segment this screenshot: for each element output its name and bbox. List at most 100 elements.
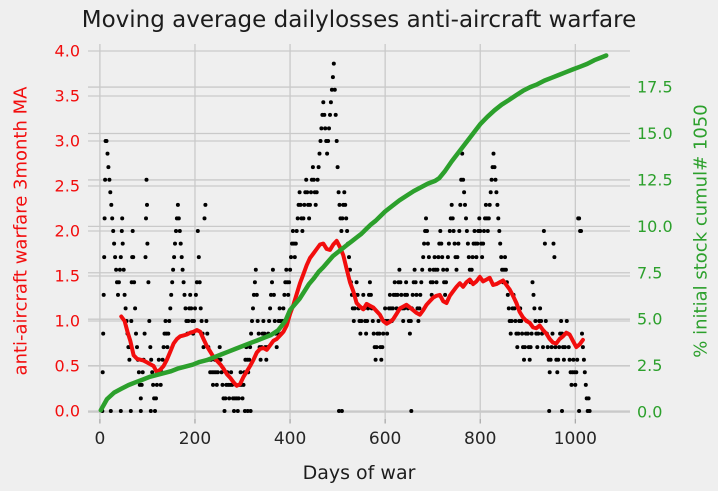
scatter-point xyxy=(370,319,375,323)
scatter-point xyxy=(571,357,576,362)
left-tick-label: 3.5 xyxy=(55,87,80,106)
scatter-point xyxy=(408,319,413,323)
scatter-point xyxy=(150,370,155,375)
scatter-point xyxy=(506,306,511,311)
scatter-point xyxy=(131,255,136,260)
scatter-point xyxy=(186,319,191,323)
scatter-point xyxy=(339,229,344,233)
scatter-point xyxy=(533,319,538,323)
left-tick-label: 3.0 xyxy=(55,132,80,151)
scatter-point xyxy=(151,382,156,387)
scatter-point xyxy=(203,202,208,207)
scatter-point xyxy=(352,306,357,311)
scatter-point xyxy=(443,292,448,297)
scatter-point xyxy=(163,319,168,323)
scatter-point xyxy=(138,396,143,401)
scatter-point xyxy=(337,202,342,207)
scatter-point xyxy=(466,255,471,260)
scatter-point xyxy=(488,190,493,195)
scatter-point xyxy=(577,216,582,221)
scatter-point xyxy=(451,229,456,233)
right-tick-label: 2.5 xyxy=(637,356,662,375)
scatter-point xyxy=(134,331,138,336)
scatter-point xyxy=(175,202,180,207)
scatter-point xyxy=(232,409,236,413)
scatter-point xyxy=(253,267,258,272)
scatter-point xyxy=(319,126,324,131)
scatter-point xyxy=(129,319,134,323)
scatter-point xyxy=(508,331,513,336)
scatter-point xyxy=(123,306,128,311)
scatter-point xyxy=(419,280,424,285)
scatter-point xyxy=(412,267,417,272)
scatter-point xyxy=(430,280,435,285)
scatter-point xyxy=(310,165,315,170)
moving-average-3month-path xyxy=(119,238,585,388)
scatter-point xyxy=(251,306,255,311)
scatter-point xyxy=(160,357,165,362)
scatter-point xyxy=(281,306,286,311)
scatter-point xyxy=(449,202,454,207)
scatter-point xyxy=(528,345,533,350)
scatter-point xyxy=(475,241,480,246)
scatter-point xyxy=(474,255,479,260)
scatter-point xyxy=(509,319,514,323)
left-axis-label: anti-aircraft warfare 3month MA xyxy=(10,86,32,376)
scatter-point xyxy=(390,306,395,311)
scatter-point xyxy=(249,331,254,336)
scatter-point xyxy=(149,357,154,362)
scatter-point xyxy=(107,177,112,182)
scatter-point xyxy=(450,216,455,221)
scatter-point xyxy=(248,409,253,413)
scatter-point xyxy=(567,357,572,362)
scatter-point xyxy=(169,292,174,297)
cumulative-percent-initial-stock-path xyxy=(98,53,609,413)
scatter-point xyxy=(201,345,206,350)
scatter-point xyxy=(268,306,273,311)
scatter-point xyxy=(339,409,344,413)
scatter-point xyxy=(438,229,443,233)
scatter-point xyxy=(503,255,507,260)
scatter-point xyxy=(573,382,578,387)
scatter-point xyxy=(503,267,508,272)
scatter-point xyxy=(395,292,400,297)
scatter-point xyxy=(261,319,266,323)
scatter-point xyxy=(145,241,150,246)
scatter-point xyxy=(101,292,106,297)
scatter-point xyxy=(327,126,331,131)
scatter-point xyxy=(577,409,582,413)
scatter-point xyxy=(282,292,287,297)
scatter-point xyxy=(497,229,502,233)
scatter-point xyxy=(380,345,385,350)
scatter-point xyxy=(133,306,138,311)
scatter-point xyxy=(219,370,224,375)
scatter-point xyxy=(223,396,228,401)
scatter-point xyxy=(531,292,536,297)
scatter-point xyxy=(272,319,277,323)
scatter-point xyxy=(477,216,482,221)
scatter-point xyxy=(574,370,579,375)
right-tick-label: 0.0 xyxy=(637,403,662,422)
scatter-point xyxy=(462,190,467,195)
scatter-point xyxy=(515,345,520,350)
scatter-point xyxy=(551,241,556,246)
scatter-point xyxy=(439,241,444,246)
scatter-point xyxy=(315,177,320,182)
scatter-point xyxy=(520,331,525,336)
scatter-point xyxy=(401,319,406,323)
scatter-point xyxy=(146,280,151,285)
scatter-point xyxy=(381,331,386,336)
scatter-point xyxy=(298,202,303,207)
scatter-point xyxy=(121,267,126,272)
scatter-point xyxy=(478,229,483,233)
scatter-point xyxy=(199,319,204,323)
scatter-point xyxy=(318,139,323,143)
scatter-point xyxy=(308,202,312,207)
scatter-point xyxy=(385,331,390,336)
scatter-point xyxy=(562,345,567,350)
left-tick-label: 4.0 xyxy=(55,42,80,61)
scatter-point xyxy=(493,177,498,182)
scatter-point xyxy=(367,280,372,285)
